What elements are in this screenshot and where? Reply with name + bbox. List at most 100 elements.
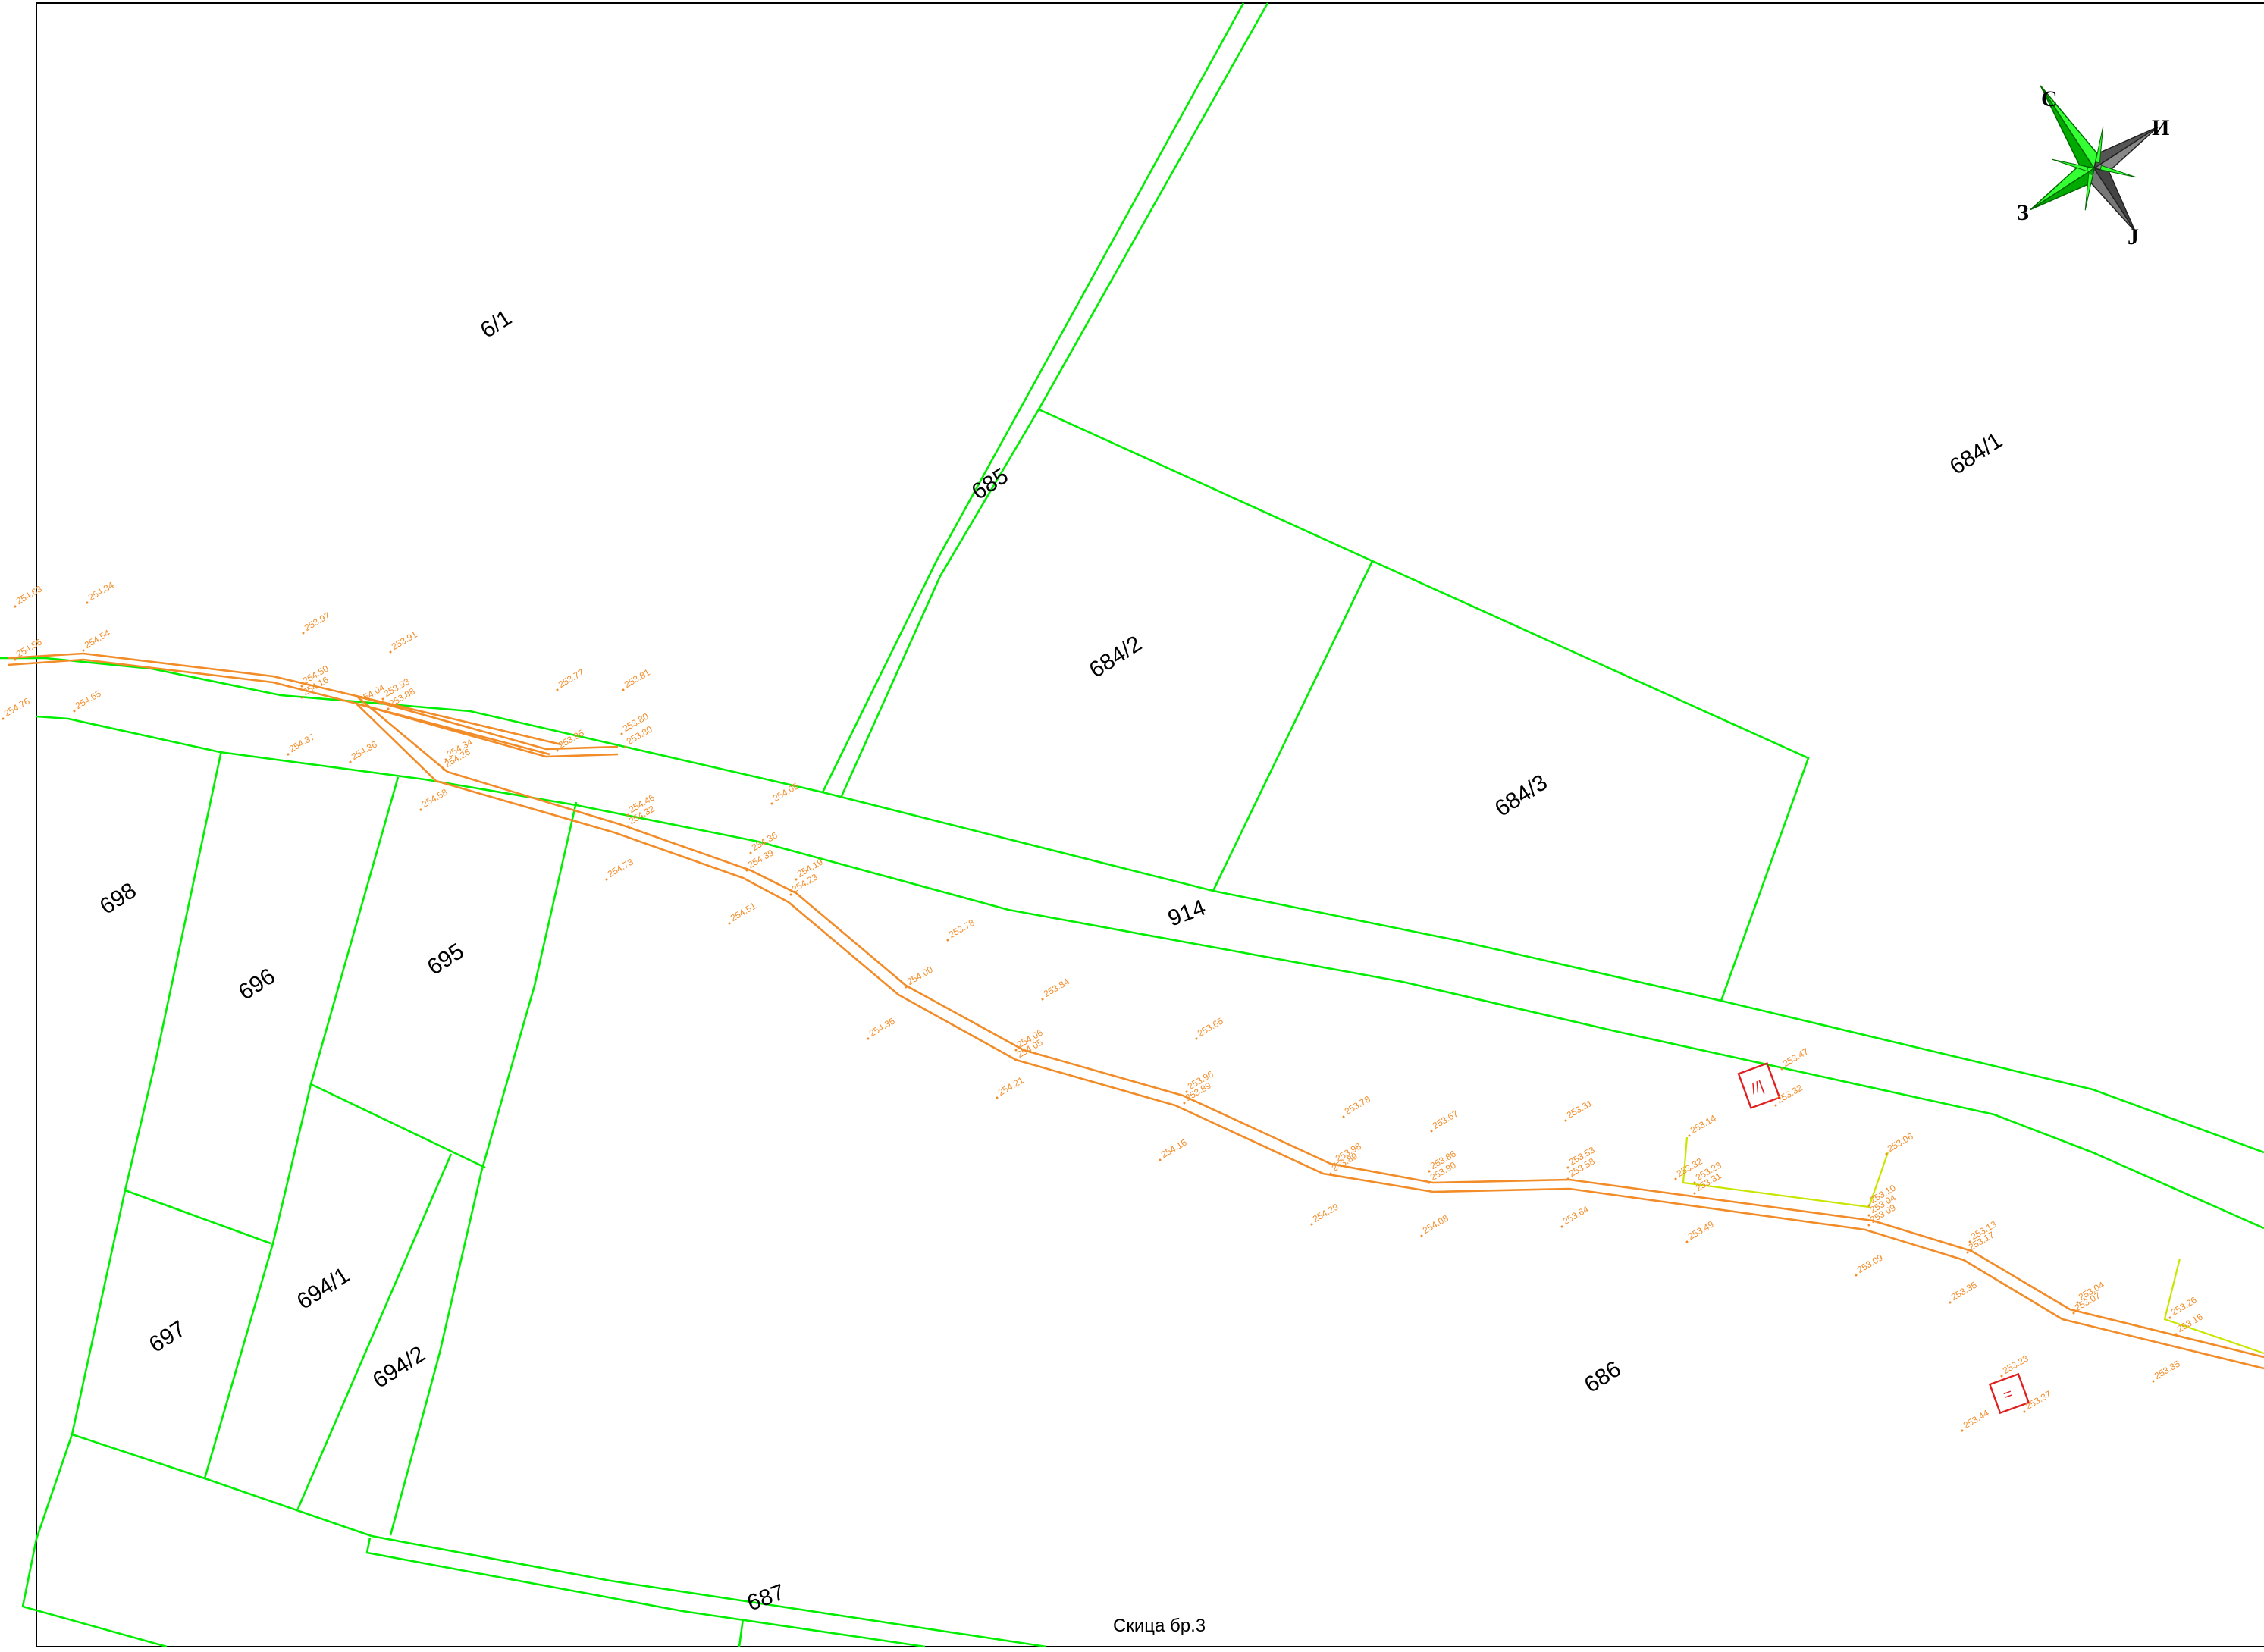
map-frame: [36, 2, 2264, 1647]
svg-text:254.65: 254.65: [74, 688, 103, 711]
parcel-label: 694/2: [368, 1341, 430, 1393]
svg-text:254.73: 254.73: [606, 856, 635, 879]
svg-text:253.35: 253.35: [2153, 1358, 2182, 1381]
elevation-point: 254.05: [770, 780, 801, 805]
sketch-caption: Скица бр.3: [1113, 1616, 1206, 1636]
elevation-point: 253.78: [1342, 1093, 1372, 1118]
elevation-point: 254.58: [419, 786, 450, 811]
parcel-label: 698: [96, 878, 141, 920]
elevation-point: 253.31: [1564, 1097, 1595, 1122]
svg-text:253.77: 253.77: [557, 666, 586, 690]
parcel-label: 695: [423, 939, 469, 980]
elevation-point: 253.35: [2152, 1358, 2182, 1383]
elevation-point: 253.84: [1041, 976, 1071, 1001]
parcel-label: 694/1: [293, 1262, 354, 1315]
auxiliary-lines: [1682, 1136, 2264, 1355]
elevation-point: 253.35: [1949, 1279, 1979, 1304]
elevation-point: 254.16: [1159, 1136, 1189, 1161]
elevation-point: 254.29: [1310, 1201, 1341, 1226]
svg-text:254.36: 254.36: [350, 738, 379, 762]
svg-text:254.21: 254.21: [996, 1074, 1026, 1098]
svg-text:254.16: 254.16: [1159, 1136, 1189, 1160]
elevation-point: 253.64: [1560, 1203, 1591, 1228]
svg-text:253.23: 253.23: [2001, 1353, 2030, 1376]
elevation-point: 253.09: [1855, 1252, 1885, 1277]
svg-text:254.76: 254.76: [2, 695, 32, 719]
parcel-label: 684/3: [1491, 770, 1552, 822]
elevation-point: 253.91: [389, 629, 419, 654]
elevation-point: 254.51: [728, 900, 758, 925]
svg-text:253.14: 253.14: [1689, 1112, 1718, 1136]
svg-text://|: //|: [1749, 1078, 1767, 1098]
svg-text:253.65: 253.65: [1196, 1015, 1225, 1039]
elevation-point: 253.77: [556, 666, 586, 691]
elevation-point: 253.65: [1195, 1015, 1225, 1040]
elevation-point: 254.36: [349, 738, 379, 763]
svg-text:254.08: 254.08: [1421, 1212, 1450, 1236]
svg-text:254.35: 254.35: [867, 1015, 897, 1039]
elevation-point: 253.23: [2000, 1353, 2030, 1378]
compass-rose-icon: [2030, 85, 2159, 233]
elevation-point: 253.44: [1961, 1407, 1991, 1432]
parcel-label: 697: [145, 1316, 190, 1358]
svg-text:254.29: 254.29: [1311, 1201, 1341, 1224]
road-axis: [7, 652, 2264, 1370]
elevation-point: 253.78: [946, 917, 977, 942]
svg-text:253.37: 253.37: [2024, 1388, 2053, 1412]
parcel-label: 687: [744, 1579, 788, 1616]
elevation-point: 254.54: [82, 627, 112, 652]
svg-text:=: =: [2001, 1385, 2015, 1404]
svg-text:253.32: 253.32: [1775, 1082, 1805, 1105]
svg-text:253.06: 253.06: [1886, 1130, 1915, 1154]
svg-text:253.81: 253.81: [622, 666, 652, 690]
svg-text:254.34: 254.34: [86, 579, 116, 603]
svg-text:253.44: 253.44: [1961, 1407, 1991, 1431]
svg-text:253.78: 253.78: [1343, 1093, 1372, 1117]
compass-north-label: С: [2041, 86, 2058, 111]
parcel-label: 684/1: [1946, 428, 2007, 480]
svg-text:254.58: 254.58: [420, 786, 450, 810]
svg-text:253.64: 253.64: [1561, 1203, 1591, 1227]
elevation-points: 254.63 254.34 254.54 254.56 254.65 254.7…: [2, 579, 2205, 1432]
svg-text:253.09: 253.09: [1855, 1252, 1885, 1275]
svg-text:254.00: 254.00: [905, 964, 935, 987]
elevation-point: 254.63: [14, 583, 44, 608]
elevation-point: 253.06: [1885, 1130, 1915, 1155]
svg-text:254.54: 254.54: [83, 627, 112, 650]
svg-text:253.67: 253.67: [1431, 1108, 1460, 1131]
elevation-point: 253.49: [1685, 1218, 1716, 1243]
elevation-point: 254.35: [867, 1015, 897, 1040]
svg-text:253.97: 253.97: [303, 610, 332, 633]
svg-text:253.91: 253.91: [390, 629, 419, 652]
marker-1: //|: [1737, 1062, 1781, 1109]
parcel-label: 684/2: [1085, 631, 1146, 683]
svg-text:253.78: 253.78: [947, 917, 977, 940]
svg-text:253.49: 253.49: [1686, 1218, 1716, 1242]
compass-east-label: И: [2152, 115, 2169, 140]
elevation-point: 253.97: [302, 610, 332, 635]
elevation-point: 254.21: [996, 1074, 1026, 1099]
parcel-label: 914: [1165, 895, 1209, 931]
svg-text:254.39: 254.39: [746, 847, 776, 870]
parcel-label: 696: [234, 964, 280, 1005]
svg-text:253.47: 253.47: [1781, 1045, 1811, 1069]
parcel-labels: 6/1 685 684/1 684/2 684/3 914 698 696 69…: [96, 305, 2007, 1616]
elevation-point: 254.76: [2, 695, 32, 720]
svg-text:254.36: 254.36: [750, 829, 779, 853]
svg-text:253.84: 253.84: [1042, 976, 1071, 999]
svg-text:254.37: 254.37: [287, 731, 317, 754]
parcel-label: 686: [1580, 1356, 1626, 1398]
parcel-label: 685: [967, 463, 1013, 505]
elevation-point: 253.67: [1430, 1108, 1460, 1133]
elevation-point: 254.08: [1420, 1212, 1450, 1237]
elevation-point: 254.73: [605, 856, 635, 881]
elevation-point: 254.37: [287, 731, 317, 756]
svg-text:253.35: 253.35: [1949, 1279, 1979, 1302]
marker-2: =: [1988, 1372, 2030, 1415]
elevation-point: 253.14: [1688, 1112, 1718, 1137]
elevation-point: 254.65: [73, 688, 103, 713]
svg-text:254.63: 254.63: [14, 583, 44, 607]
compass-south-label: Ј: [2128, 224, 2139, 249]
